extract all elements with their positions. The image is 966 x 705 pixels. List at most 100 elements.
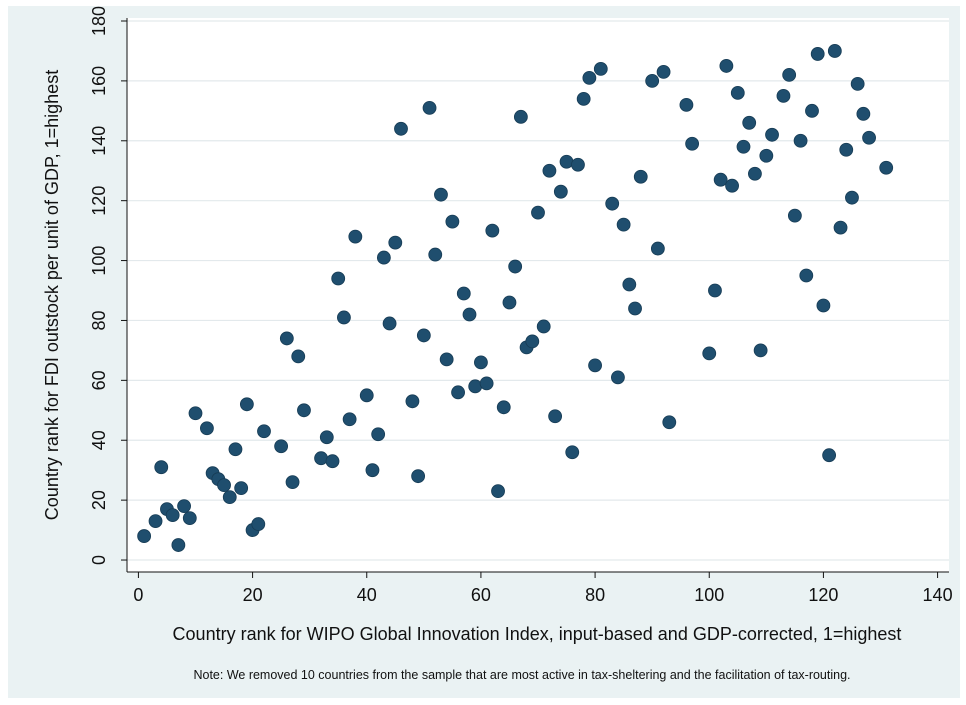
x-axis-title: Country rank for WIPO Global Innovation …: [173, 624, 902, 644]
data-point: [171, 538, 186, 552]
x-tick-label: 100: [694, 585, 724, 605]
data-point: [239, 397, 254, 412]
chart-note: Note: We removed 10 countries from the s…: [193, 668, 850, 682]
data-point: [434, 187, 448, 202]
data-point: [656, 65, 671, 79]
data-point: [542, 163, 557, 178]
data-point: [428, 247, 443, 262]
data-point: [805, 103, 819, 118]
data-point: [365, 463, 380, 478]
data-point: [582, 70, 597, 85]
data-point: [279, 331, 294, 346]
data-point: [188, 406, 203, 421]
data-point: [371, 427, 386, 442]
data-point: [593, 62, 608, 76]
data-points: [137, 44, 894, 552]
data-point: [474, 355, 488, 370]
data-point: [182, 511, 197, 525]
data-point: [485, 223, 500, 238]
data-point: [622, 277, 637, 292]
data-point: [576, 91, 591, 106]
data-point: [765, 127, 779, 142]
data-point: [850, 76, 865, 91]
data-point: [342, 412, 357, 427]
data-point: [376, 250, 391, 265]
data-point: [257, 424, 271, 439]
y-tick-label: 0: [89, 555, 109, 565]
x-tick-label: 0: [133, 585, 143, 605]
data-point: [810, 47, 825, 61]
data-point: [491, 484, 505, 499]
y-tick-label: 180: [89, 6, 109, 36]
data-point: [154, 460, 169, 475]
data-point: [611, 370, 625, 385]
data-point: [685, 136, 700, 151]
data-point: [274, 439, 289, 454]
data-point: [548, 409, 563, 424]
data-point: [228, 442, 243, 457]
data-point: [319, 430, 334, 445]
plot-area: [127, 18, 949, 572]
data-point: [382, 316, 397, 331]
data-point: [839, 142, 854, 157]
data-point: [416, 328, 431, 343]
data-point: [645, 73, 660, 88]
data-point: [148, 514, 163, 528]
data-point: [234, 481, 249, 496]
gridlines: [127, 20, 949, 561]
y-tick-label: 140: [89, 126, 109, 156]
data-point: [422, 100, 437, 115]
data-point: [879, 160, 894, 175]
data-point: [713, 172, 728, 187]
data-point: [513, 109, 528, 124]
data-point: [462, 307, 477, 322]
axes: 0 20 40 60 80 100 120 140 160 180 0 20 40 60 80 100 120 1…: [89, 6, 953, 605]
data-point: [605, 196, 620, 211]
y-axis-title: Country rank for FDI outstock per unit o…: [42, 70, 62, 520]
data-point: [833, 220, 848, 235]
data-point: [165, 508, 180, 523]
data-point: [468, 379, 483, 394]
data-point: [616, 217, 631, 232]
data-point: [297, 403, 311, 418]
data-point: [787, 208, 802, 223]
data-point: [759, 148, 774, 163]
y-tick-label: 160: [89, 66, 109, 96]
data-point: [137, 529, 152, 543]
data-point: [251, 517, 266, 531]
data-point: [799, 268, 814, 283]
data-point: [708, 283, 722, 298]
data-point: [776, 88, 791, 103]
data-point: [730, 85, 745, 100]
data-point: [439, 352, 454, 367]
data-point: [217, 478, 231, 493]
data-point: [753, 343, 768, 358]
data-point: [508, 259, 523, 274]
y-tick-label: 40: [89, 430, 109, 450]
x-tick-label: 60: [471, 585, 491, 605]
x-tick-label: 120: [808, 585, 838, 605]
data-point: [411, 469, 426, 484]
x-tick-label: 20: [243, 585, 263, 605]
data-point: [553, 184, 568, 199]
data-point: [337, 310, 351, 325]
y-tick-label: 120: [89, 186, 109, 216]
y-tick-label: 60: [89, 370, 109, 390]
data-point: [816, 298, 831, 313]
data-point: [827, 44, 842, 58]
data-point: [782, 67, 797, 82]
data-point: [742, 115, 757, 130]
data-point: [588, 358, 602, 373]
data-point: [702, 346, 717, 361]
data-point: [793, 133, 808, 148]
data-point: [565, 445, 580, 460]
data-point: [479, 376, 494, 391]
data-point: [348, 229, 363, 244]
data-point: [502, 295, 517, 310]
x-tick-label: 140: [923, 585, 953, 605]
data-point: [456, 286, 471, 301]
data-point: [285, 475, 300, 490]
data-point: [633, 169, 648, 184]
data-point: [325, 454, 340, 469]
data-point: [748, 166, 762, 181]
